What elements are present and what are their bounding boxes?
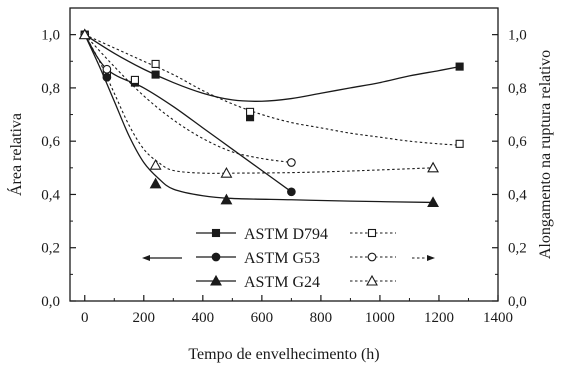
series-line-3 (84, 34, 292, 164)
y-tick-label-left: 1,0 (41, 28, 60, 44)
right-arrow-icon (427, 255, 435, 261)
legend-marker-filled (210, 274, 222, 286)
x-tick-label: 600 (251, 310, 274, 326)
series-line-4 (84, 34, 434, 204)
x-axis-title: Tempo de envelhecimento (h) (188, 346, 379, 363)
data-point (149, 159, 162, 170)
x-tick-label: 800 (310, 310, 333, 326)
y-tick-label-left: 0,0 (41, 294, 60, 310)
data-point (455, 139, 464, 148)
data-point (78, 28, 91, 40)
data-point (102, 72, 112, 82)
legend-marker-open (366, 274, 378, 286)
markers-layer (78, 28, 464, 207)
data-point (151, 70, 160, 79)
y-axis-title-right: Alongamento na ruptura relativo (537, 50, 554, 259)
y-tick-label-right: 0,6 (508, 134, 527, 150)
y-tick-label-right: 0,4 (508, 187, 527, 203)
x-tick-label: 1400 (483, 310, 513, 326)
data-point (220, 167, 233, 178)
legend-label: ASTM G24 (244, 274, 320, 291)
legend-marker-filled (211, 228, 221, 238)
x-tick-label: 0 (81, 310, 89, 326)
data-point (455, 62, 464, 71)
data-point (287, 187, 296, 197)
x-tick-label: 1200 (424, 310, 454, 326)
ticks-layer (70, 7, 499, 302)
series-line-2 (84, 34, 292, 193)
y-tick-label-left: 0,2 (41, 241, 60, 257)
data-point (246, 107, 255, 116)
curves-layer (84, 34, 460, 204)
legend-label: ASTM G53 (244, 250, 320, 267)
data-point (287, 158, 296, 167)
legend-marker-filled (211, 252, 221, 262)
y-tick-label-right: 1,0 (508, 28, 527, 44)
series-line-5 (84, 34, 434, 174)
data-point (427, 196, 439, 207)
data-point (427, 161, 439, 173)
y-tick-label-right: 0,0 (508, 294, 527, 310)
legend-marker-open (367, 228, 377, 238)
y-tick-label-left: 0,4 (41, 187, 60, 203)
plot-frame (69, 7, 499, 302)
series-line-1 (84, 34, 460, 146)
x-tick-label: 1000 (365, 310, 395, 326)
x-tick-label: 400 (192, 310, 215, 326)
data-point (102, 64, 112, 74)
y-axis-title-left: Área relativa (6, 113, 25, 196)
legend: ASTM D794 ASTM G53 ASTM G24 (142, 226, 435, 291)
y-tick-label-right: 0,8 (508, 81, 527, 97)
x-tick-label: 200 (133, 310, 156, 326)
y-tick-label-left: 0,6 (41, 134, 60, 150)
series-line-0 (84, 34, 460, 102)
y-tick-label-left: 0,8 (41, 81, 60, 97)
data-point (220, 193, 233, 205)
data-point (149, 177, 162, 189)
data-point (130, 75, 139, 84)
left-arrow-icon (142, 255, 150, 261)
data-point (151, 59, 160, 68)
y-tick-label-right: 0,2 (508, 241, 527, 257)
legend-label: ASTM D794 (244, 226, 328, 243)
legend-marker-open (367, 252, 377, 262)
